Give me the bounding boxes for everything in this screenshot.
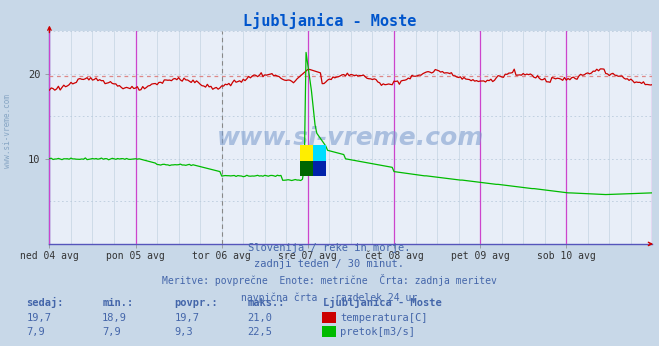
Bar: [300, 161, 313, 176]
Text: www.si-vreme.com: www.si-vreme.com: [3, 94, 13, 169]
Bar: [300, 145, 313, 161]
Text: Ljubljanica - Moste: Ljubljanica - Moste: [243, 12, 416, 29]
Text: Meritve: povprečne  Enote: metrične  Črta: zadnja meritev: Meritve: povprečne Enote: metrične Črta:…: [162, 274, 497, 286]
Text: povpr.:: povpr.:: [175, 298, 218, 308]
Text: 18,9: 18,9: [102, 313, 127, 323]
Text: 19,7: 19,7: [175, 313, 200, 323]
Bar: [313, 161, 326, 176]
Text: www.si-vreme.com: www.si-vreme.com: [217, 126, 484, 149]
Text: Ljubljanica - Moste: Ljubljanica - Moste: [323, 297, 442, 308]
Text: Slovenija / reke in morje.: Slovenija / reke in morje.: [248, 243, 411, 253]
Text: maks.:: maks.:: [247, 298, 285, 308]
Text: min.:: min.:: [102, 298, 133, 308]
Text: 19,7: 19,7: [26, 313, 51, 323]
Text: pretok[m3/s]: pretok[m3/s]: [340, 327, 415, 337]
Text: 22,5: 22,5: [247, 327, 272, 337]
Text: 7,9: 7,9: [102, 327, 121, 337]
Text: navpična črta - razdelek 24 ur: navpična črta - razdelek 24 ur: [241, 292, 418, 303]
Text: 21,0: 21,0: [247, 313, 272, 323]
Text: 7,9: 7,9: [26, 327, 45, 337]
Text: temperatura[C]: temperatura[C]: [340, 313, 428, 323]
Text: sedaj:: sedaj:: [26, 297, 64, 308]
Text: 9,3: 9,3: [175, 327, 193, 337]
Bar: [313, 145, 326, 161]
Text: zadnji teden / 30 minut.: zadnji teden / 30 minut.: [254, 260, 405, 270]
